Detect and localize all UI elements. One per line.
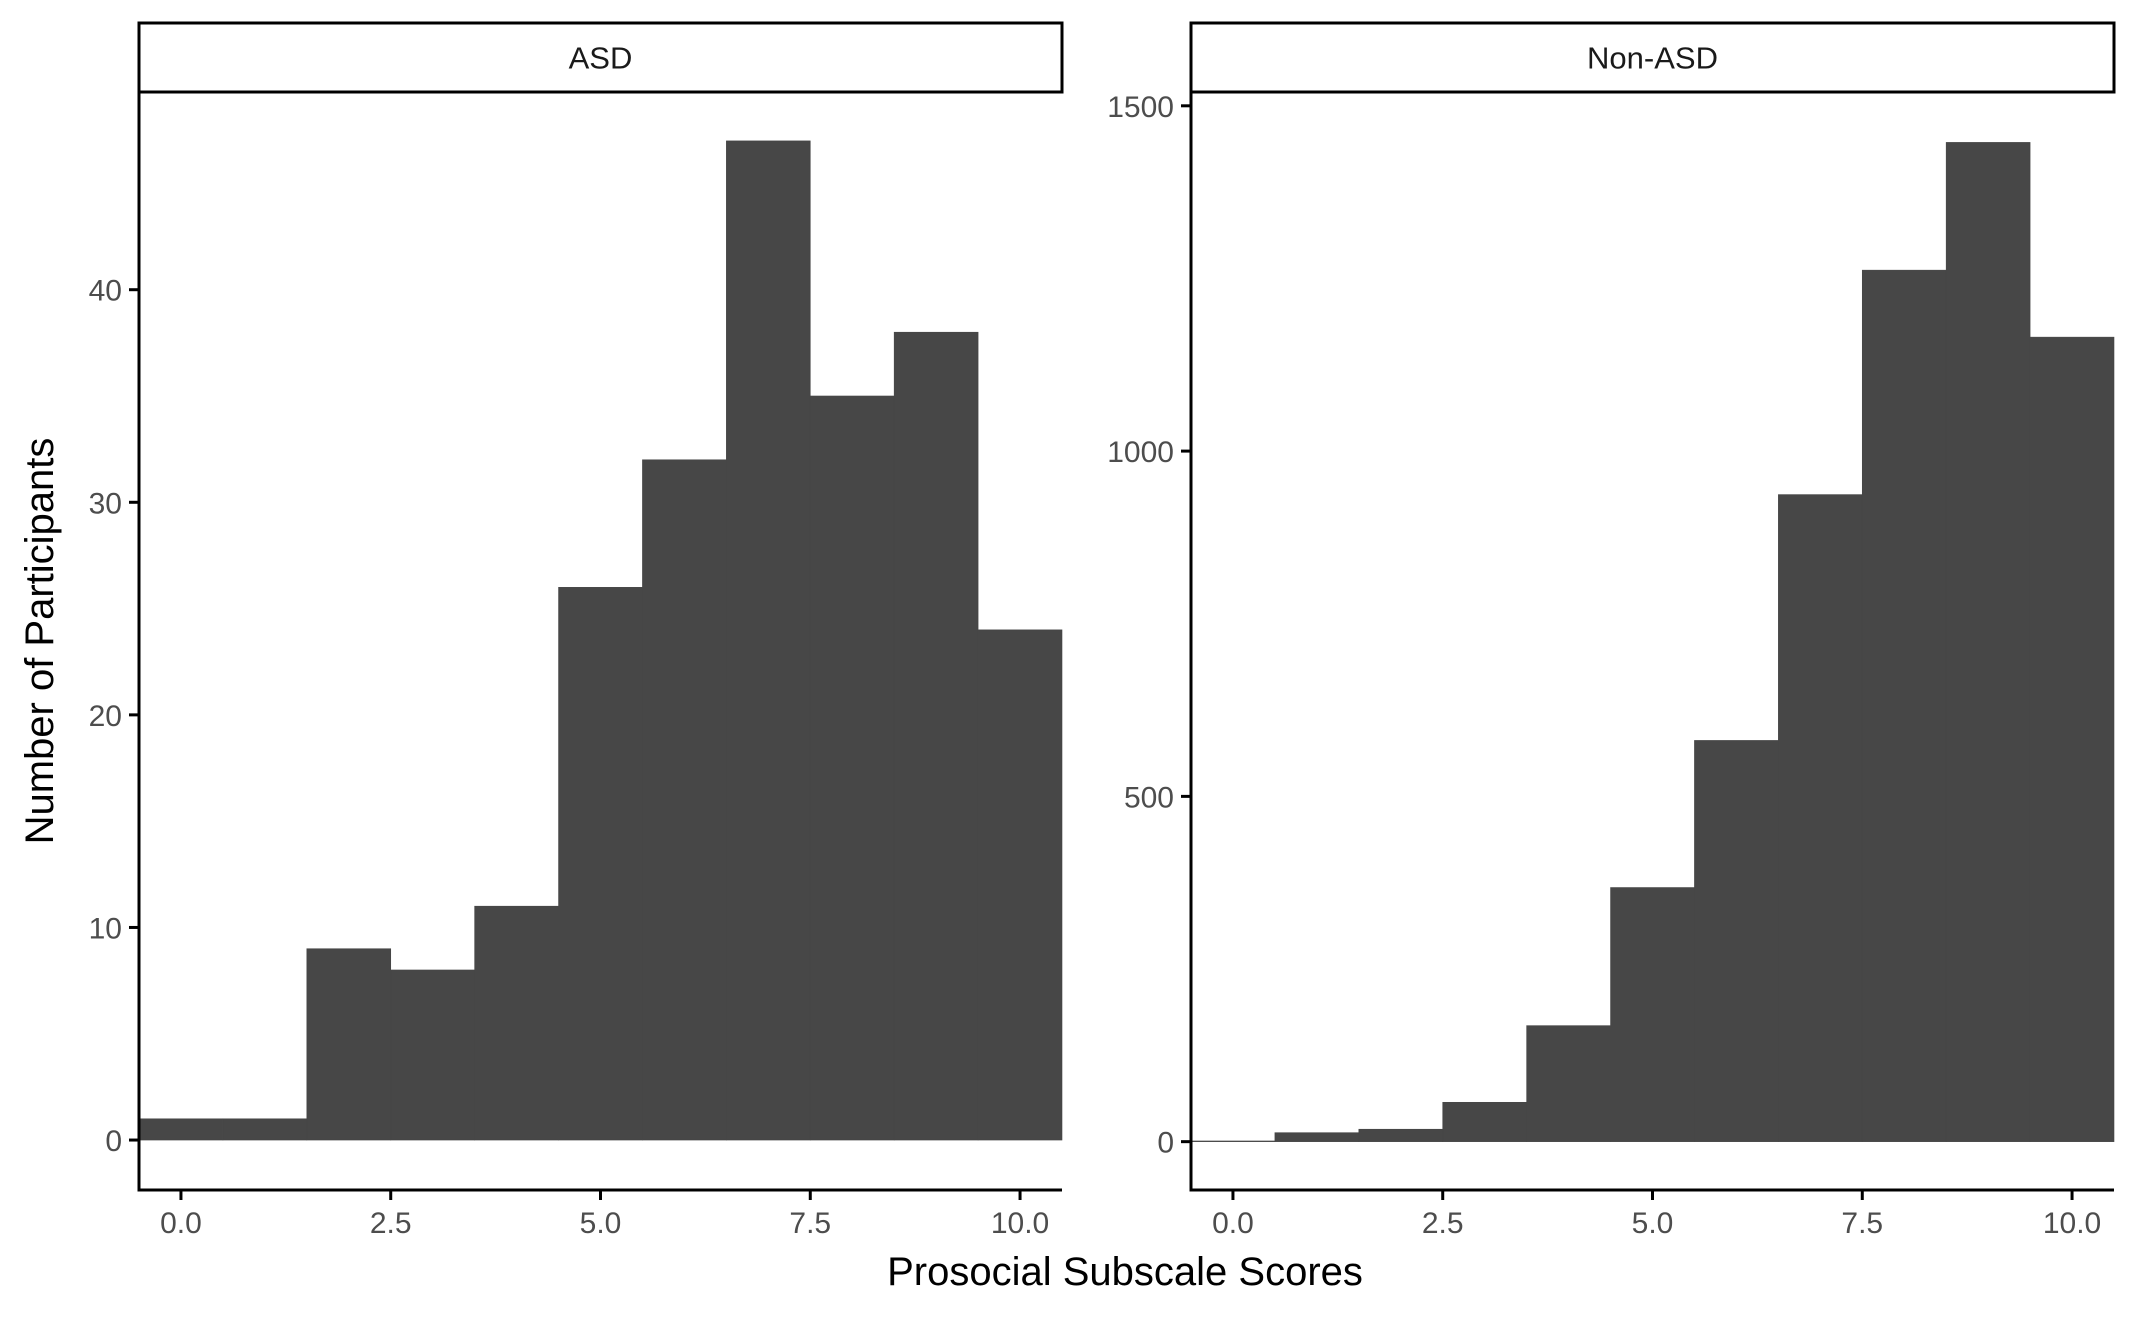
histogram-bar xyxy=(558,587,643,1141)
x-tick-label: 5.0 xyxy=(580,1207,622,1240)
y-tick-label: 0 xyxy=(105,1125,122,1158)
x-tick-label: 7.5 xyxy=(789,1207,831,1240)
x-tick-label: 0.0 xyxy=(1212,1207,1254,1240)
histogram-bar xyxy=(642,459,727,1141)
y-tick-label: 1000 xyxy=(1107,436,1174,469)
histogram-bar xyxy=(306,948,392,1141)
y-tick-label: 20 xyxy=(89,700,122,733)
x-tick-label: 5.0 xyxy=(1632,1207,1674,1240)
histogram-bar xyxy=(1610,887,1695,1142)
x-tick-label: 0.0 xyxy=(160,1207,202,1240)
histogram-bar xyxy=(809,395,895,1141)
x-tick-label: 2.5 xyxy=(1422,1207,1464,1240)
y-tick-label: 10 xyxy=(89,912,122,945)
histogram-bar xyxy=(1190,1140,1276,1142)
histogram-bar xyxy=(726,140,811,1141)
facet-strip-label: Non-ASD xyxy=(1587,41,1718,76)
histogram-bar xyxy=(893,331,979,1141)
y-tick-label: 0 xyxy=(1157,1127,1174,1160)
facet-strip xyxy=(137,21,1064,94)
histogram-bar xyxy=(1778,494,1863,1142)
histogram-bar xyxy=(1526,1025,1611,1142)
x-tick-label: 10.0 xyxy=(991,1207,1049,1240)
histogram-bar xyxy=(1442,1101,1527,1142)
histogram-bar xyxy=(1358,1128,1444,1142)
histogram-bar xyxy=(1861,269,1947,1142)
facet-panels: ASD 0 10 20 30 40 0.0 2.5 5.0 7.5 10.0 Non-ASD 0 500 1… xyxy=(89,21,2116,1240)
histogram-bar xyxy=(222,1118,308,1141)
x-tick-label: 10.0 xyxy=(2043,1207,2101,1240)
x-tick-label: 2.5 xyxy=(370,1207,412,1240)
facet-panel-2: Non-ASD 0 500 1000 1500 0.0 2.5 5.0 7.5 10.0 xyxy=(1107,21,2116,1240)
facet-strip xyxy=(1189,21,2116,94)
histogram-bar xyxy=(138,1118,224,1141)
x-axis-title: Prosocial Subscale Scores xyxy=(887,1250,1363,1294)
x-tick-label: 7.5 xyxy=(1841,1207,1883,1240)
y-axis-title: Number of Participants xyxy=(18,438,62,845)
histogram-bar xyxy=(390,969,475,1141)
histogram-bar xyxy=(1945,142,2031,1142)
y-tick-label: 40 xyxy=(89,275,122,308)
y-tick-label: 1500 xyxy=(1107,91,1174,124)
facet-panel-1: ASD 0 10 20 30 40 0.0 2.5 5.0 7.5 10.0 xyxy=(89,21,1064,1240)
histogram-bar xyxy=(2029,336,2115,1142)
y-tick-label: 30 xyxy=(89,487,122,520)
facet-strip-label: ASD xyxy=(569,41,633,76)
histogram-bar xyxy=(1274,1132,1360,1142)
y-tick-label: 500 xyxy=(1124,781,1174,814)
histogram-bar xyxy=(474,905,559,1141)
histogram-bar xyxy=(977,629,1063,1141)
histogram-bar xyxy=(1694,740,1779,1142)
